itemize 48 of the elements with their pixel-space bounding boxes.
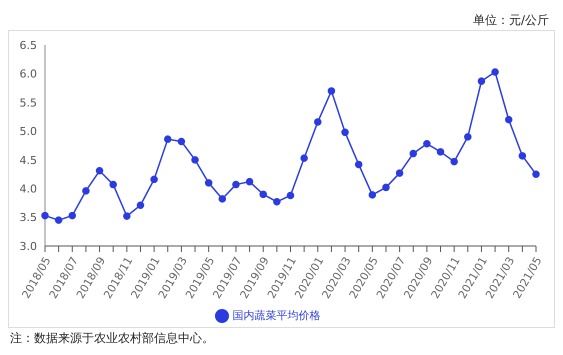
point — [341, 128, 349, 136]
y-tick-label: 4.5 — [20, 154, 37, 167]
y-tick-label: 6.0 — [20, 68, 37, 81]
y-tick-label: 3.5 — [20, 211, 37, 224]
point — [396, 169, 404, 177]
y-tick-label: 3.0 — [20, 240, 37, 253]
point — [123, 212, 131, 220]
point — [368, 191, 376, 199]
point — [450, 158, 458, 166]
point — [478, 77, 486, 85]
point — [96, 167, 104, 175]
point — [54, 216, 62, 224]
legend-label: 国内蔬菜平均价格 — [232, 309, 320, 322]
point — [518, 152, 526, 160]
point — [41, 212, 49, 220]
point — [532, 170, 540, 178]
point — [150, 176, 158, 184]
point — [109, 180, 117, 188]
y-tick-label: 5.0 — [20, 125, 37, 138]
point — [259, 190, 267, 198]
point — [464, 133, 472, 141]
point — [82, 187, 90, 195]
point — [314, 118, 322, 126]
point — [136, 201, 144, 209]
point — [218, 195, 226, 203]
point — [178, 138, 186, 146]
y-tick-label: 4.0 — [20, 182, 37, 196]
point — [273, 198, 281, 206]
point — [504, 116, 512, 124]
y-tick-label: 6.5 — [20, 38, 37, 52]
point — [410, 150, 417, 158]
text: 注：数据来源于农业农村部信息中心。 — [10, 330, 214, 347]
point — [436, 148, 444, 156]
point — [232, 180, 240, 188]
point — [300, 154, 308, 162]
point — [246, 178, 254, 186]
point — [204, 179, 212, 187]
point — [354, 160, 362, 168]
point — [191, 156, 199, 164]
point — [286, 192, 294, 200]
point — [164, 135, 172, 143]
point — [423, 140, 431, 148]
point — [491, 68, 499, 76]
y-tick-label: 5.5 — [20, 96, 37, 110]
point — [68, 212, 76, 220]
text: 单位：元/公斤 — [472, 12, 549, 29]
point — [328, 87, 336, 95]
point — [382, 184, 390, 192]
